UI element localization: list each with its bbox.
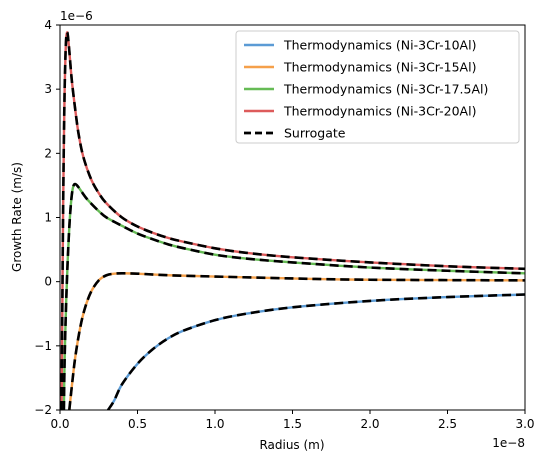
y-axis-ticks: −2 −1 0 1 2 3 4 bbox=[34, 18, 60, 417]
x-tick-label: 2.5 bbox=[438, 417, 457, 431]
legend-label-thermodynamics-ni-3cr-10al: Thermodynamics (Ni-3Cr-10Al) bbox=[283, 38, 476, 53]
y-tick-label: 0 bbox=[44, 275, 52, 289]
x-axis-ticks: 0.0 0.5 1.0 1.5 2.0 2.5 3.0 bbox=[50, 410, 535, 431]
y-tick-label: 1 bbox=[44, 211, 52, 225]
surrogate-line-3 bbox=[62, 182, 525, 410]
legend-label-thermodynamics-ni-3cr-15al: Thermodynamics (Ni-3Cr-15Al) bbox=[283, 60, 476, 75]
legend-label-thermodynamics-ni-3cr-17-5al: Thermodynamics (Ni-3Cr-17.5Al) bbox=[283, 82, 488, 97]
legend-box bbox=[235, 30, 520, 144]
x-axis-label: Radius (m) bbox=[259, 438, 324, 452]
y-tick-label: −2 bbox=[34, 403, 52, 417]
x-tick-label: 3.0 bbox=[515, 417, 534, 431]
x-tick-label: 1.5 bbox=[283, 417, 302, 431]
x-offset-label: 1e−8 bbox=[492, 436, 525, 450]
surrogate-line-4 bbox=[60, 30, 525, 410]
x-tick-label: 0.5 bbox=[128, 417, 147, 431]
surrogate-line-1 bbox=[106, 293, 525, 410]
x-tick-label: 0.0 bbox=[50, 417, 69, 431]
surrogate-line-2 bbox=[68, 272, 525, 410]
x-tick-label: 1.0 bbox=[205, 417, 224, 431]
legend: Thermodynamics (Ni-3Cr-10Al) Thermodynami… bbox=[235, 30, 520, 144]
y-tick-label: −1 bbox=[34, 339, 52, 353]
y-tick-label: 3 bbox=[44, 82, 52, 96]
legend-label-thermodynamics-ni-3cr-20al: Thermodynamics (Ni-3Cr-20Al) bbox=[283, 104, 476, 119]
series-lines bbox=[60, 30, 525, 410]
y-tick-label: 4 bbox=[44, 18, 52, 32]
y-axis-label: Growth Rate (m/s) bbox=[10, 162, 24, 272]
legend-label-surrogate: Surrogate bbox=[284, 126, 346, 141]
y-tick-label: 2 bbox=[44, 146, 52, 160]
x-tick-label: 2.0 bbox=[360, 417, 379, 431]
y-offset-label: 1e−6 bbox=[60, 9, 93, 23]
